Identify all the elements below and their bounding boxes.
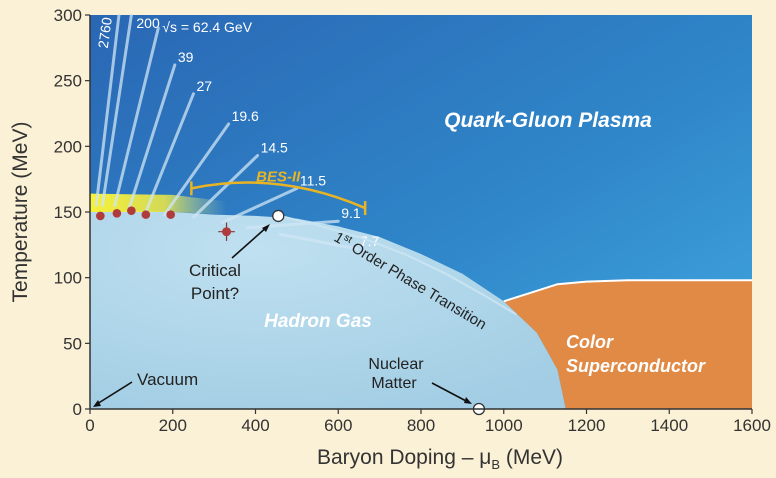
critical-point-marker <box>272 209 285 223</box>
critical-arrow <box>231 225 269 259</box>
y-axis-label: Temperature (MeV) <box>9 122 32 303</box>
y-tick-label: 150 <box>54 203 82 222</box>
qgp-label: Quark-Gluon Plasma <box>444 109 652 132</box>
freezeout-point <box>112 209 122 218</box>
energy-label: 27 <box>196 78 212 94</box>
energy-line <box>162 122 231 217</box>
energy-line <box>245 219 340 230</box>
critical-estimate-point <box>222 227 232 237</box>
x-axis-label-sub: B <box>491 457 500 472</box>
x-tick-label: 1200 <box>568 416 606 435</box>
x-tick-label: 800 <box>407 416 435 435</box>
nuclear-arrowhead <box>464 397 472 404</box>
vacuum-arrow <box>96 381 133 405</box>
x-tick-label: 0 <box>85 416 94 435</box>
y-tick-label: 0 <box>73 400 82 419</box>
nuclear-label-2: Matter <box>371 375 417 392</box>
bes-ii-range: BES-II <box>190 169 367 216</box>
energy-line <box>127 63 177 210</box>
freezeout-point <box>96 211 105 221</box>
nuclear-label-1: Nuclear <box>368 356 424 373</box>
bes-ii-label: BES-II <box>256 169 301 186</box>
superconductor-label-2: Superconductor <box>566 356 706 376</box>
x-tick-label: 200 <box>159 416 187 435</box>
energy-label: 200 <box>136 15 160 31</box>
x-axis-label: Baryon Doping – μB (MeV) <box>317 446 563 472</box>
energy-label: 11.5 <box>300 172 326 188</box>
freezeout-point <box>141 210 151 219</box>
color-superconductor-region <box>503 280 752 409</box>
x-tick-label: 1400 <box>650 416 688 435</box>
hadron-gas-label: Hadron Gas <box>264 311 372 332</box>
critical-label-2: Point? <box>191 284 239 303</box>
bes-bracket-line <box>191 181 366 210</box>
energy-label: √s = 62.4 GeV <box>162 19 252 35</box>
collision-energy-lines: 2760 200 √s = 62.4 GeV392719.614.511.59.17… <box>94 13 380 251</box>
critical-label-1: Critical <box>189 261 241 280</box>
y-tick-label: 300 <box>54 6 82 25</box>
x-axis-label-unit: (MeV) <box>500 446 563 469</box>
x-tick-label: 400 <box>241 416 269 435</box>
superconductor-label-1: Color <box>566 332 614 352</box>
energy-line <box>113 26 160 207</box>
energy-label: 9.1 <box>341 205 361 221</box>
y-tick-label: 100 <box>54 269 82 288</box>
hadron-gas-region <box>90 210 566 409</box>
critical-arrowhead <box>262 224 270 232</box>
energy-line <box>94 13 121 207</box>
energy-label: 2760 <box>95 16 115 49</box>
y-tick-label: 50 <box>63 334 82 353</box>
nuclear-arrow <box>431 382 469 403</box>
freezeout-point <box>166 210 175 219</box>
energy-line <box>278 232 359 251</box>
energy-line <box>144 92 195 214</box>
first-order-line <box>280 214 517 316</box>
vacuum-arrowhead <box>93 400 101 407</box>
crossover-band <box>90 193 227 215</box>
y-tick-label: 250 <box>54 72 82 91</box>
freezeout-point <box>127 206 136 215</box>
x-tick-label: 1000 <box>485 416 523 435</box>
axes: 0 200 400 600 800 1000 1200 1400 1600 0 50 100 150 20… <box>54 6 771 435</box>
energy-label: 39 <box>178 49 194 65</box>
energy-line <box>191 154 260 219</box>
x-axis-label-main: Baryon Doping – μ <box>317 446 491 469</box>
superconductor-boundary <box>503 279 752 303</box>
energy-label: 14.5 <box>261 140 288 156</box>
x-tick-label: 600 <box>324 416 352 435</box>
vacuum-label: Vacuum <box>137 370 198 389</box>
y-tick-label: 200 <box>54 137 82 156</box>
energy-line <box>220 186 299 225</box>
x-tick-label: 1600 <box>733 416 771 435</box>
energy-line <box>100 13 133 207</box>
energy-label: 19.6 <box>232 108 259 124</box>
